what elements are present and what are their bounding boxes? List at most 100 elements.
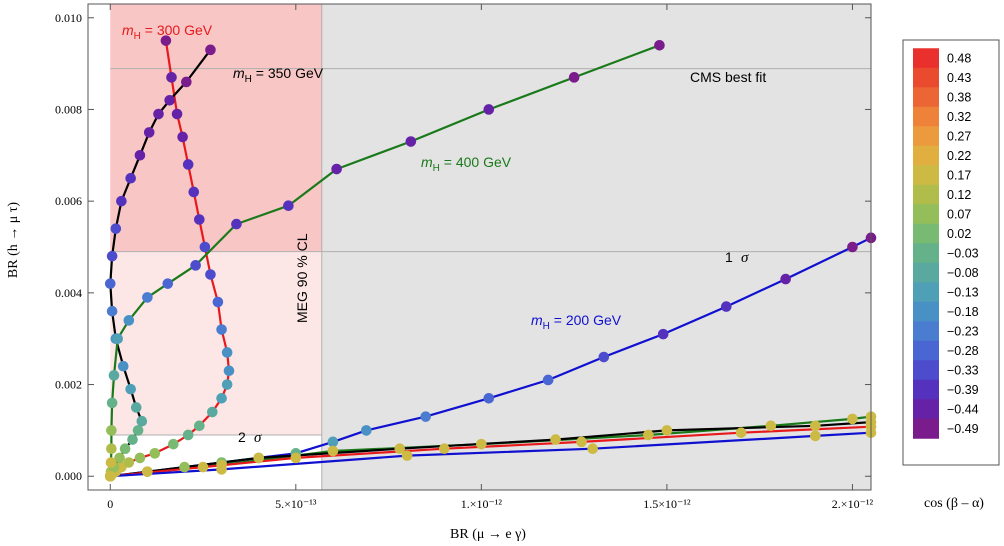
colorbar-swatch-17 [913, 379, 939, 400]
data-point-7-0 [104, 470, 116, 482]
colorbar-swatch-18 [913, 399, 939, 420]
data-point-1-18 [134, 150, 146, 161]
data-point-1-23 [205, 44, 216, 56]
data-point-3-13 [720, 301, 732, 312]
colorbar-label-15: −0.28 [947, 344, 979, 358]
x-tick-label-1: 5.×10⁻¹³ [275, 497, 317, 511]
data-point-4-6 [847, 413, 858, 425]
data-point-0-24 [166, 72, 177, 83]
data-point-2-13 [331, 163, 342, 175]
data-point-3-10 [542, 374, 554, 386]
colorbar-label-1: 0.43 [947, 71, 971, 85]
data-point-2-17 [654, 39, 665, 51]
data-point-3-11 [598, 351, 610, 363]
data-point-0-15 [216, 324, 227, 335]
data-point-1-15 [110, 223, 122, 234]
data-point-6-5 [735, 427, 747, 438]
colorbar-swatch-7 [913, 184, 939, 205]
data-point-2-6 [112, 333, 123, 344]
data-point-1-19 [143, 127, 155, 138]
data-point-2-10 [190, 260, 201, 271]
colorbar-label-7: 0.12 [947, 188, 971, 202]
colorbar-label-12: −0.13 [947, 286, 979, 300]
colorbar-swatch-0 [913, 48, 939, 69]
data-point-0-23 [171, 108, 183, 120]
data-point-1-22 [181, 76, 192, 88]
data-point-2-2 [106, 443, 117, 455]
data-point-1-17 [125, 172, 136, 184]
data-point-4-3 [476, 438, 487, 450]
data-point-1-5 [127, 434, 138, 445]
data-point-0-13 [223, 365, 235, 377]
data-point-2-15 [483, 104, 495, 115]
colorbar-swatch-19 [913, 418, 939, 439]
data-point-3-8 [420, 411, 431, 422]
data-point-1-6 [132, 425, 144, 436]
axis-ticks: 0 5.×10⁻¹³ 1.×10⁻¹² 1.5×10⁻¹² 2.×10⁻¹² 0.000 0… [55, 4, 873, 511]
two-sigma-symbol: σ [254, 430, 262, 446]
one-sigma-number: 1 [725, 249, 733, 265]
data-point-5-3 [394, 443, 406, 455]
data-point-2-8 [142, 292, 153, 303]
data-point-2-1 [105, 457, 117, 468]
data-point-5-6 [810, 420, 821, 432]
y-tick-label-3: 0.006 [55, 194, 82, 208]
colorbar-swatch-4 [913, 126, 939, 147]
data-point-2-14 [405, 136, 417, 147]
colorbar-swatch-16 [913, 360, 939, 381]
data-point-1-8 [130, 402, 142, 413]
series-points [104, 35, 877, 482]
data-point-6-1 [197, 461, 209, 473]
data-point-2-16 [568, 72, 580, 83]
data-point-5-1 [142, 466, 153, 477]
colorbar-label-5: 0.22 [947, 149, 971, 163]
data-point-1-16 [116, 195, 127, 207]
two-sigma-number: 2 [238, 429, 246, 445]
colorbar-label-18: −0.44 [947, 403, 979, 417]
data-point-1-4 [119, 443, 131, 455]
data-point-0-25 [160, 35, 172, 46]
data-point-1-7 [136, 415, 148, 427]
data-point-6-4 [576, 436, 587, 448]
data-point-2-11 [231, 218, 242, 230]
data-point-2-3 [106, 425, 117, 436]
data-point-1-9 [125, 383, 136, 395]
data-point-0-20 [188, 186, 200, 198]
data-point-7-3 [587, 443, 598, 455]
colorbar-label-0: 0.48 [947, 52, 971, 66]
data-point-3-7 [361, 425, 372, 436]
data-point-7-4 [810, 430, 821, 442]
y-tick-label-2: 0.004 [55, 286, 82, 300]
data-point-2-7 [123, 315, 135, 326]
colorbar-label-10: −0.03 [947, 247, 979, 261]
meg-label: MEG 90 % CL [294, 233, 310, 323]
data-point-0-19 [194, 214, 205, 225]
plot-frame [87, 3, 872, 491]
colorbar-title: cos (β – α) [924, 496, 984, 511]
data-point-0-5 [134, 452, 146, 464]
data-point-0-14 [221, 347, 233, 358]
colorbar-label-8: 0.07 [947, 208, 971, 222]
data-point-3-15 [847, 241, 858, 253]
colorbar-swatch-10 [913, 243, 939, 264]
data-point-0-16 [212, 296, 224, 308]
data-point-0-6 [149, 448, 161, 459]
colorbar-label-6: 0.17 [947, 169, 971, 183]
data-point-0-22 [177, 131, 188, 143]
data-point-6-2 [290, 452, 302, 464]
colorbar-swatch-13 [913, 301, 939, 322]
x-tick-label-4: 2.×10⁻¹² [832, 497, 874, 511]
data-point-5-4 [550, 434, 561, 445]
data-point-2-5 [108, 370, 120, 381]
colorbar-swatch-14 [913, 321, 939, 342]
mass-label-350: mH = 350 GeV [233, 65, 324, 85]
data-point-2-9 [162, 278, 174, 289]
colorbar-swatch-6 [913, 165, 939, 186]
colorbar-label-3: 0.32 [947, 110, 971, 124]
data-point-5-2 [253, 452, 265, 464]
data-point-0-18 [199, 241, 211, 253]
data-point-4-4 [643, 429, 654, 441]
y-axis-label: BR (h → μ τ) [6, 202, 21, 278]
colorbar-swatch-11 [913, 262, 939, 283]
